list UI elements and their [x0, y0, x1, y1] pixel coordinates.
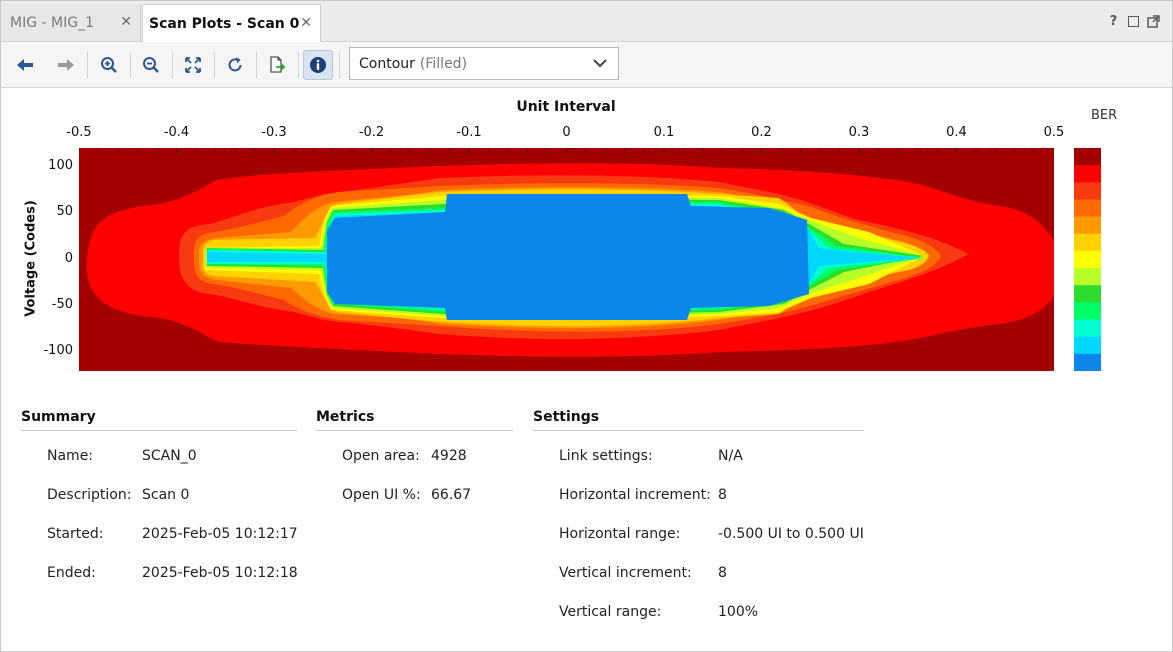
maximize-icon[interactable] — [1128, 16, 1139, 27]
tab-label: MIG - MIG_1 — [10, 14, 94, 31]
summary-label: Description: — [47, 487, 132, 503]
summary-divider — [21, 430, 297, 431]
y-tick-label: 100 — [48, 157, 73, 173]
x-tick-label: -0.4 — [163, 125, 190, 140]
x-tick-label: 0 — [562, 125, 571, 140]
x-tick-label: 0.1 — [653, 125, 675, 140]
colorbar-swatch — [1074, 233, 1101, 252]
ber-colorbar — [1074, 148, 1101, 371]
y-tick-label: 50 — [56, 204, 73, 220]
settings-value: 8 — [718, 487, 727, 503]
close-icon[interactable]: ✕ — [300, 15, 312, 31]
colorbar-swatch — [1074, 165, 1101, 183]
settings-value: 100% — [718, 604, 759, 620]
colorbar-swatch — [1074, 199, 1101, 218]
toolbar: Contour (Filled) — [1, 42, 1172, 88]
metrics-heading: Metrics — [316, 409, 375, 425]
plot-type-select[interactable]: Contour (Filled) — [349, 47, 619, 80]
float-window-icon[interactable] — [1147, 15, 1160, 28]
metrics-value: 4928 — [431, 448, 467, 464]
settings-divider — [533, 430, 864, 431]
y-tick-label: -100 — [43, 343, 73, 359]
chevron-down-icon — [592, 56, 608, 74]
settings-label: Link settings: — [559, 448, 653, 464]
colorbar-swatch — [1074, 302, 1101, 321]
settings-value: 8 — [718, 565, 727, 581]
settings-heading: Settings — [533, 409, 600, 425]
y-tick-label: 0 — [64, 250, 73, 266]
settings-label: Vertical range: — [559, 604, 662, 620]
metrics-value: 66.67 — [431, 487, 472, 503]
summary-value: 2025-Feb-05 10:12:17 — [142, 526, 298, 542]
refresh-icon[interactable] — [220, 50, 250, 80]
tab-label: Scan Plots - Scan 0 — [149, 15, 300, 32]
settings-value: -0.500 UI to 0.500 UI — [718, 526, 864, 542]
x-tick-label: 0.2 — [751, 125, 772, 140]
settings-label: Horizontal increment: — [559, 487, 711, 503]
x-tick-label: -0.1 — [456, 125, 482, 140]
colorbar-swatch — [1074, 250, 1101, 269]
fit-to-window-icon[interactable] — [178, 50, 208, 80]
plot-type-subvalue: (Filled) — [419, 55, 468, 72]
colorbar-swatch — [1074, 216, 1101, 235]
colorbar-swatch — [1074, 268, 1101, 286]
summary-label: Ended: — [47, 565, 96, 581]
colorbar-swatch — [1074, 148, 1101, 166]
summary-label: Started: — [47, 526, 104, 542]
summary-value: Scan 0 — [142, 487, 190, 503]
summary-heading: Summary — [21, 409, 96, 425]
x-tick-label: -0.2 — [358, 125, 385, 140]
tab-scan-plots[interactable]: Scan Plots - Scan 0 ✕ — [142, 4, 321, 42]
colorbar-swatch — [1074, 285, 1101, 303]
settings-value: N/A — [718, 448, 743, 464]
settings-label: Horizontal range: — [559, 526, 681, 542]
colorbar-swatch — [1074, 319, 1101, 338]
x-tick-label: 0.5 — [1043, 125, 1065, 140]
x-tick-label: 0.4 — [946, 125, 967, 140]
colorbar-swatch — [1074, 353, 1101, 371]
zoom-in-icon[interactable] — [94, 50, 124, 80]
help-icon[interactable]: ? — [1109, 14, 1118, 29]
summary-value: SCAN_0 — [142, 448, 197, 464]
metrics-label: Open UI %: — [342, 487, 421, 503]
y-axis-label: Voltage (Codes) — [23, 200, 39, 317]
close-icon[interactable]: ✕ — [120, 14, 132, 30]
x-tick-label: 0.3 — [848, 125, 870, 140]
colorbar-title: BER — [1091, 108, 1118, 123]
metrics-divider — [316, 430, 513, 431]
colorbar-swatch — [1074, 182, 1101, 200]
x-tick-label: -0.3 — [261, 125, 287, 140]
arrow-left-icon[interactable] — [10, 50, 40, 80]
zoom-out-icon[interactable] — [136, 50, 166, 80]
summary-label: Name: — [47, 448, 94, 464]
y-tick-label: -50 — [51, 296, 73, 312]
eye-contour-plot[interactable] — [79, 148, 1054, 371]
contour-level-12 — [327, 194, 809, 320]
settings-label: Vertical increment: — [559, 565, 692, 581]
summary-value: 2025-Feb-05 10:12:18 — [142, 565, 298, 581]
x-tick-label: -0.5 — [66, 125, 92, 140]
colorbar-swatch — [1074, 336, 1101, 355]
window-controls: ? — [1107, 15, 1160, 28]
metrics-label: Open area: — [342, 448, 420, 464]
plot-tick-marks — [79, 148, 1054, 153]
info-icon[interactable] — [303, 50, 333, 80]
tab-mig[interactable]: MIG - MIG_1 ✕ — [1, 4, 141, 41]
plot-type-value: Contour — [359, 55, 415, 72]
export-icon[interactable] — [262, 50, 292, 80]
arrow-right-icon[interactable] — [51, 50, 81, 80]
tab-bar: MIG - MIG_1 ✕ Scan Plots - Scan 0 ✕ ? — [1, 1, 1172, 42]
plot-title: Unit Interval — [516, 99, 616, 115]
